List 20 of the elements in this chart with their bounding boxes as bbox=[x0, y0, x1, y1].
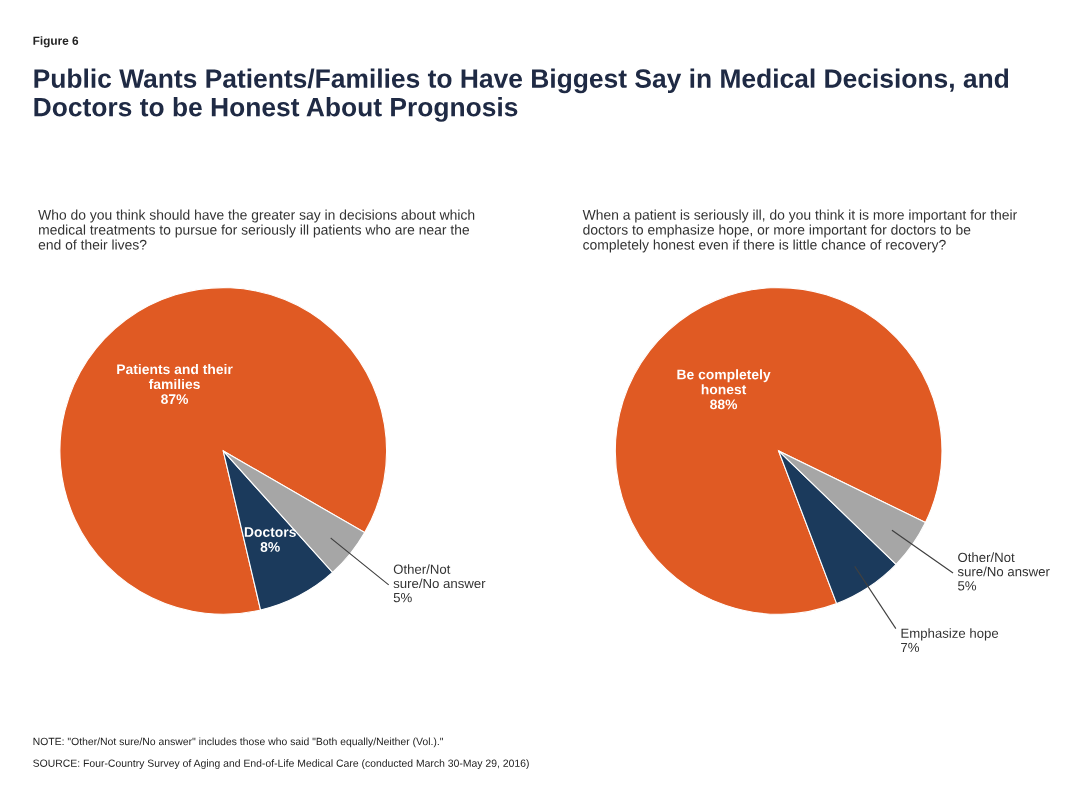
text: NOTE: "Other/Not sure/No answer" includes those who said "Both equally/Neither (Vol.)." bbox=[33, 737, 444, 748]
slice-label: Patients and their families bbox=[117, 363, 233, 390]
caption: Figure 6 bbox=[33, 36, 79, 48]
slice-label: Be completely honest bbox=[677, 369, 771, 395]
slice-label: Doctors bbox=[244, 527, 296, 537]
data-label: 88% bbox=[710, 399, 738, 410]
chart-title: Public Wants Patients/Families to Have Biggest Say in Medical Decisions, and Doctors to be Honest About Prognosis bbox=[34, 68, 1009, 122]
data-label: 5% bbox=[393, 593, 412, 603]
pie-slice bbox=[59, 287, 388, 615]
pie-slice bbox=[614, 287, 943, 615]
data-label: 8% bbox=[260, 542, 280, 552]
data-label: 5% bbox=[958, 581, 977, 591]
slice-label: Other/Not sure/No answer bbox=[957, 552, 1050, 577]
chart-subtitle: Who do you think should have the greater say in decisions about which medical treatments to pursue for seriously ill patients who are near the end of their lives? bbox=[38, 209, 475, 250]
slice-label: Emphasize hope bbox=[901, 628, 999, 641]
data-label: 87% bbox=[161, 394, 189, 405]
chart-subtitle: When a patient is seriously ill, do you think it is more important for their doctors to emphasize hope, or more important for doctors to be completely honest even if there is little chance of recovery? bbox=[582, 209, 1017, 253]
source-note: SOURCE: Four-Country Survey of Aging and End-of-Life Medical Care (conducted March 30-May 29, 2016) bbox=[33, 759, 529, 769]
slice-label: Other/Not sure/No answer bbox=[393, 564, 486, 589]
data-label: 7% bbox=[901, 642, 920, 653]
